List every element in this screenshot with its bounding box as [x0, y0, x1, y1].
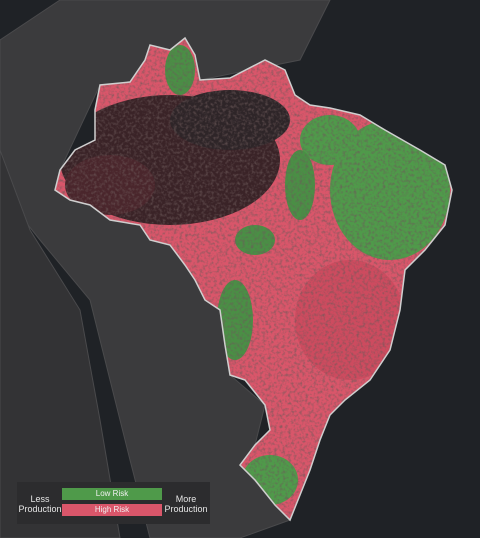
legend-low-swatch — [62, 488, 162, 500]
legend-low-label: Low Risk — [95, 489, 129, 498]
legend-right-label: More Production — [164, 494, 208, 514]
legend-left-label: Less Production — [18, 494, 62, 514]
brazil-border — [54, 36, 453, 522]
legend-high-label: High Risk — [94, 505, 130, 514]
legend-high-swatch — [62, 504, 162, 516]
